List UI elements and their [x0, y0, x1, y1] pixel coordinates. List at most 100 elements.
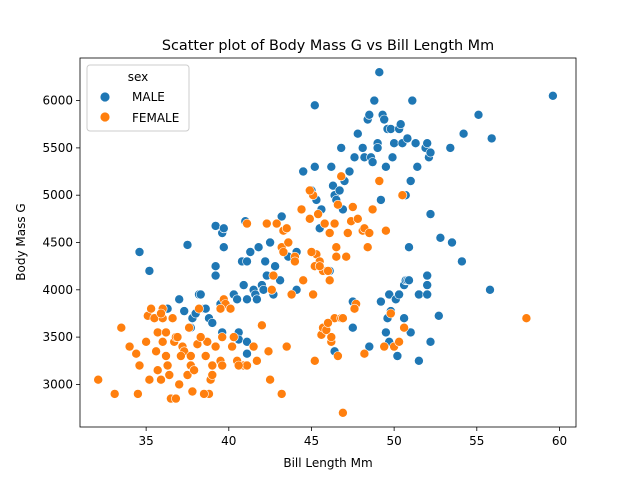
- data-point-female: [199, 389, 209, 399]
- data-point-male: [374, 67, 385, 77]
- data-point-female: [521, 313, 532, 324]
- data-point-female: [367, 204, 378, 215]
- data-point-female: [379, 341, 390, 352]
- data-point-male: [381, 327, 391, 338]
- data-point-female: [286, 289, 297, 300]
- y-tick-label: 6000: [42, 94, 73, 108]
- data-point-male: [414, 289, 424, 300]
- data-point-male: [298, 166, 309, 177]
- data-point-female: [207, 360, 218, 371]
- data-point-male: [242, 256, 252, 267]
- data-point-male: [219, 223, 229, 234]
- data-point-male: [275, 275, 285, 286]
- data-point-male: [347, 322, 358, 333]
- data-point-male: [210, 221, 221, 231]
- data-point-female: [306, 247, 317, 257]
- data-point-female: [207, 370, 218, 380]
- data-point-male: [349, 152, 360, 163]
- data-point-female: [283, 237, 294, 248]
- y-tick-label: 5000: [42, 188, 73, 202]
- data-point-female: [202, 336, 213, 347]
- data-point-male: [372, 143, 383, 153]
- data-point-male: [404, 275, 414, 286]
- data-point-female: [329, 218, 340, 229]
- data-point-female: [324, 228, 335, 238]
- data-point-female: [167, 313, 178, 324]
- data-point-female: [131, 348, 141, 359]
- data-point-female: [323, 266, 333, 276]
- data-point-male: [392, 351, 403, 361]
- data-point-female: [187, 386, 198, 397]
- data-point-female: [229, 332, 239, 342]
- data-point-male: [334, 185, 345, 196]
- data-point-male: [210, 261, 221, 272]
- data-point-female: [195, 332, 206, 342]
- data-point-male: [344, 166, 355, 177]
- data-point-female: [157, 336, 168, 347]
- data-point-female: [210, 341, 221, 352]
- data-point-female: [152, 365, 163, 376]
- data-point-male: [260, 256, 271, 267]
- data-point-male: [238, 280, 249, 290]
- data-point-female: [233, 360, 244, 371]
- data-points: [93, 67, 558, 418]
- data-point-female: [268, 270, 279, 281]
- data-point-female: [304, 185, 315, 196]
- data-point-female: [338, 407, 348, 418]
- data-point-male: [379, 114, 390, 125]
- y-tick-label: 3000: [42, 377, 73, 391]
- x-tick-label: 60: [552, 434, 567, 448]
- data-point-female: [189, 365, 199, 376]
- data-point-male: [422, 138, 433, 148]
- y-tick-label: 4000: [42, 283, 73, 297]
- legend-label-female: FEMALE: [132, 111, 179, 125]
- legend-title: sex: [128, 70, 149, 84]
- data-point-female: [156, 308, 166, 319]
- data-point-male: [433, 310, 444, 321]
- x-tick-label: 35: [138, 434, 153, 448]
- data-point-female: [200, 351, 211, 361]
- data-point-female: [182, 370, 193, 380]
- data-point-female: [276, 389, 287, 399]
- data-point-female: [374, 176, 385, 186]
- data-point-female: [227, 341, 237, 352]
- data-point-female: [364, 228, 375, 238]
- data-point-female: [141, 336, 151, 347]
- data-point-male: [387, 152, 398, 163]
- data-point-male: [422, 280, 433, 290]
- data-point-female: [362, 242, 373, 252]
- data-point-male: [364, 341, 375, 352]
- data-point-male: [458, 128, 469, 139]
- data-point-male: [369, 95, 380, 106]
- data-point-female: [172, 332, 183, 342]
- data-point-female: [338, 313, 348, 324]
- data-point-female: [308, 289, 318, 300]
- data-point-female: [399, 322, 409, 333]
- data-point-male: [326, 162, 337, 172]
- data-point-male: [364, 110, 375, 120]
- data-point-female: [156, 374, 166, 385]
- y-tick-label: 3500: [42, 330, 73, 344]
- data-point-male: [404, 242, 414, 252]
- data-point-male: [207, 318, 218, 328]
- data-point-female: [347, 202, 358, 212]
- data-point-female: [290, 256, 300, 267]
- data-point-female: [164, 370, 175, 380]
- y-tick-label: 4500: [42, 236, 73, 250]
- data-point-male: [219, 242, 229, 252]
- data-point-female: [304, 214, 315, 224]
- data-point-female: [124, 341, 135, 352]
- data-point-female: [266, 284, 277, 295]
- data-point-female: [342, 228, 353, 238]
- data-point-male: [425, 336, 436, 347]
- data-point-female: [394, 336, 404, 347]
- data-point-male: [242, 336, 252, 347]
- y-axis-ticks: 3000 3500 4000 4500 5000 5500 6000: [42, 94, 80, 391]
- data-point-male: [425, 147, 436, 158]
- data-point-female: [151, 346, 161, 357]
- data-point-male: [357, 143, 368, 153]
- data-point-male: [270, 261, 280, 272]
- data-point-female: [352, 214, 363, 224]
- data-point-male: [376, 195, 386, 205]
